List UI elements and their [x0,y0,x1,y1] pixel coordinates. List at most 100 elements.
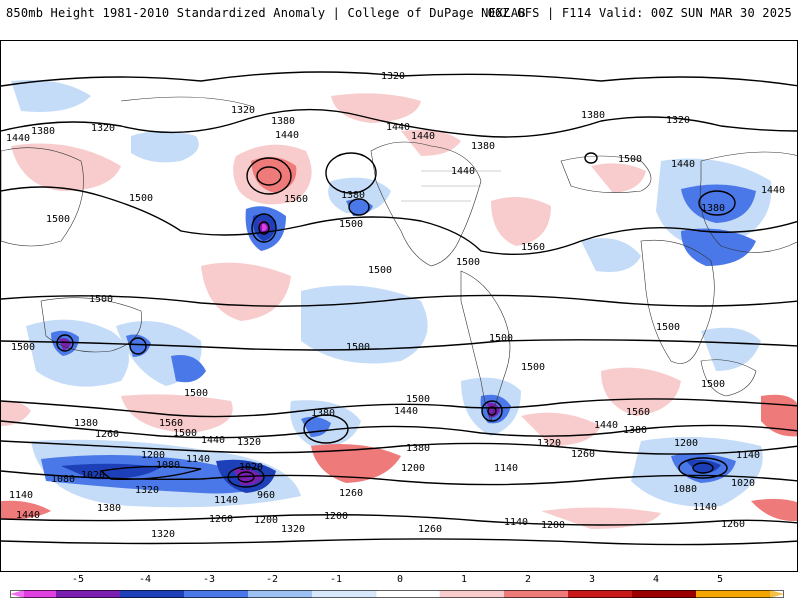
colorbar-swatch [248,590,312,598]
colorbar-tick-label: 2 [524,574,532,585]
contour-label: 1440 [411,131,435,142]
colorbar-swatch [120,590,184,598]
contour-label: 1500 [521,362,545,373]
contour-label: 1260 [571,449,595,460]
contour-label: 1500 [656,322,680,333]
contour-label: 1500 [346,342,370,353]
colorbar-tick-label: 4 [652,574,660,585]
colorbar-swatch [696,590,770,598]
colorbar-tick-label: 5 [716,574,724,585]
colorbar-swatch [568,590,632,598]
contour-label: 1320 [666,115,690,126]
contour-label: 1500 [406,394,430,405]
contour-label: 1260 [209,514,233,525]
contour-label: 1500 [368,265,392,276]
contour-label: 1320 [281,524,305,535]
colorbar-tick-label: -5 [71,574,85,585]
anomaly-map: 1320 1320 1380 1440 1320 1380 1440 1440 … [1,71,797,546]
colorbar-min-arrow [10,590,24,598]
contour-label: 1380 [341,190,365,201]
contour-label: 1080 [51,474,75,485]
colorbar-tick-label: 3 [588,574,596,585]
contour-label: 1440 [671,159,695,170]
contour-label: 1380 [97,503,121,514]
contour-label: 1440 [761,185,785,196]
colorbar-swatch [24,590,56,598]
contour-label: 1140 [494,463,518,474]
contour-label: 1500 [701,379,725,390]
colorbar-swatch [632,590,696,598]
contour-label: 1500 [11,342,35,353]
contour-label: 1440 [275,130,299,141]
contour-label: 1260 [721,519,745,530]
contour-label: 1500 [489,333,513,344]
colorbar-swatch [440,590,504,598]
contour-label: 1320 [381,71,405,82]
colorbar-tick-label: 0 [396,574,404,585]
contour-label: 1320 [537,438,561,449]
contour-label: 1320 [151,529,175,540]
header: 850mb Height 1981-2010 Standardized Anom… [0,0,800,40]
contour-label: 1260 [95,429,119,440]
colorbar-swatch [375,590,441,598]
map-panel: 1320 1320 1380 1440 1320 1380 1440 1440 … [0,40,798,572]
contour-label: 1140 [9,490,33,501]
contour-label: 1200 [141,450,165,461]
colorbar-swatch [56,590,120,598]
contour-label: 1380 [271,116,295,127]
contour-label: 1140 [736,450,760,461]
contour-label: 1200 [254,515,278,526]
anomaly-colorbar [10,590,784,598]
contour-label: 1500 [173,428,197,439]
contour-label: 1140 [186,454,210,465]
colorbar-tick-label: -3 [202,574,216,585]
contour-label: 1020 [81,470,105,481]
contour-label: 1020 [731,478,755,489]
contour-label: 1320 [231,105,255,116]
contour-labels: 1320 1320 1380 1440 1320 1380 1440 1440 … [6,71,785,540]
height-contours [1,71,797,546]
contour-label: 1500 [456,257,480,268]
contour-label: 960 [257,490,275,501]
contour-label: 1560 [521,242,545,253]
contour-label: 1440 [594,420,618,431]
model-valid-time: 06Z GFS | F114 Valid: 00Z SUN MAR 30 202… [487,6,792,20]
colorbar-swatch [184,590,248,598]
map-title: 850mb Height 1981-2010 Standardized Anom… [6,6,526,20]
contour-label: 1200 [401,463,425,474]
contour-label: 1200 [541,520,565,531]
colorbar-tick-label: 1 [460,574,468,585]
contour-label: 1440 [6,133,30,144]
contour-label: 1200 [674,438,698,449]
contour-label: 1080 [156,460,180,471]
contour-label: 1500 [339,219,363,230]
contour-label: 1320 [91,123,115,134]
contour-label: 1440 [451,166,475,177]
contour-label: 1140 [214,495,238,506]
contour-label: 1380 [581,110,605,121]
colorbar-swatch [312,590,376,598]
contour-label: 1260 [339,488,363,499]
contour-label: 1320 [237,437,261,448]
colorbar-swatch [504,590,568,598]
contour-label: 1380 [74,418,98,429]
contour-label: 1500 [184,388,208,399]
contour-label: 1500 [46,214,70,225]
contour-label: 1320 [135,485,159,496]
colorbar-tick-label: -1 [329,574,343,585]
contour-label: 1380 [471,141,495,152]
colorbar-tick-label: -4 [138,574,152,585]
negative-anomaly-shading [11,80,772,508]
contour-label: 1260 [418,524,442,535]
contour-label: 1500 [618,154,642,165]
contour-label: 1560 [284,194,308,205]
contour-label: 1440 [16,510,40,521]
contour-label: 1380 [701,203,725,214]
contour-label: 1440 [201,435,225,446]
contour-label: 1380 [31,126,55,137]
colorbar-labels: -5 -4 -3 -2 -1 0 1 2 3 4 5 [0,574,800,588]
contour-label: 1200 [324,511,348,522]
colorbar-tick-label: -2 [265,574,279,585]
contour-label: 1500 [129,193,153,204]
contour-label: 1560 [159,418,183,429]
